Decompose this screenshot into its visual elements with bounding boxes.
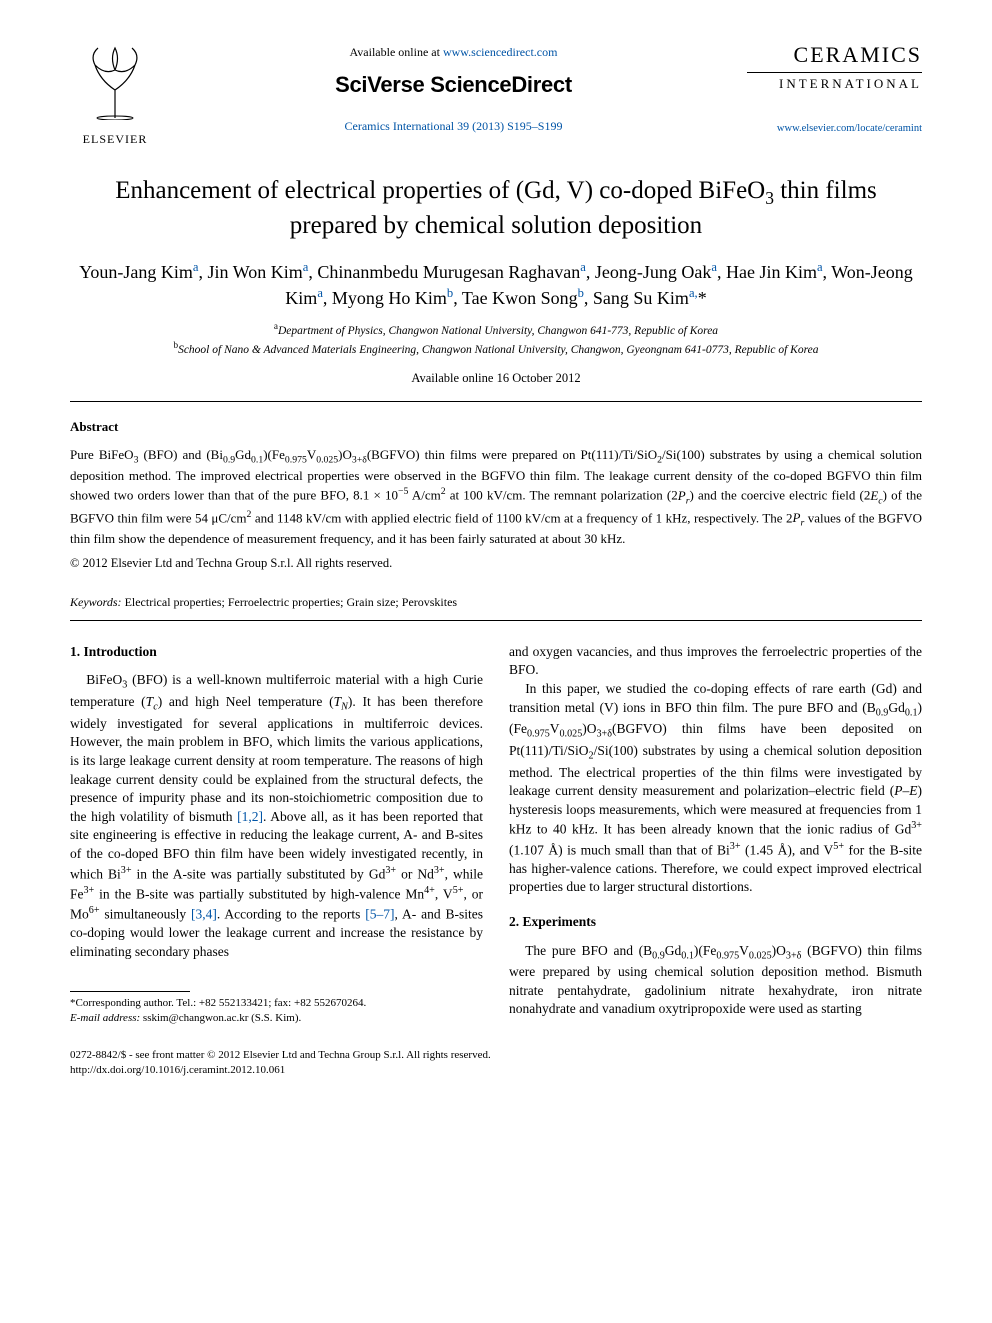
issn-line: 0272-8842/$ - see front matter © 2012 El… [70,1048,922,1063]
affiliation-a-text: Department of Physics, Changwon National… [278,325,718,337]
journal-subtitle: INTERNATIONAL [747,72,922,93]
abstract-copyright: © 2012 Elsevier Ltd and Techna Group S.r… [70,555,922,572]
journal-homepage-link[interactable]: www.elsevier.com/locate/ceramint [747,122,922,136]
author-list: Youn-Jang Kima, Jin Won Kima, Chinanmbed… [70,259,922,310]
corresponding-author-footnote: *Corresponding author. Tel.: +82 5521334… [70,996,483,1026]
header: ELSEVIER Available online at www.science… [70,40,922,147]
journal-title: CERAMICS [747,40,922,70]
keywords-label: Keywords: [70,595,122,609]
section-2-heading: 2. Experiments [509,913,922,932]
section-2-para-1: The pure BFO and (B0.9Gd0.1)(Fe0.975V0.0… [509,942,922,1020]
footnote-corr: *Corresponding author. Tel.: +82 5521334… [70,996,483,1011]
publisher-name: ELSEVIER [70,131,160,147]
header-center: Available online at www.sciencedirect.co… [160,40,747,134]
affiliation-a: aDepartment of Physics, Changwon Nationa… [70,320,922,339]
keywords-line: Keywords: Electrical properties; Ferroel… [70,594,922,610]
article-title: Enhancement of electrical properties of … [70,175,922,241]
rule-top [70,401,922,402]
available-online-line: Available online at www.sciencedirect.co… [160,44,747,60]
keywords-text: Electrical properties; Ferroelectric pro… [122,595,458,609]
footnote-separator [70,991,190,992]
section-1-para-1: BiFeO3 (BFO) is a well-known multiferroi… [70,671,483,961]
abstract-heading: Abstract [70,418,922,436]
body-columns: 1. Introduction BiFeO3 (BFO) is a well-k… [70,643,922,1026]
elsevier-tree-icon [80,40,150,120]
section-1-heading: 1. Introduction [70,643,483,662]
abstract-body: Pure BiFeO3 (BFO) and (Bi0.9Gd0.1)(Fe0.9… [70,446,922,549]
section-1-para-3: In this paper, we studied the co-doping … [509,680,922,897]
abstract: Abstract Pure BiFeO3 (BFO) and (Bi0.9Gd0… [70,406,922,581]
footnote-email-line: E-mail address: sskim@changwon.ac.kr (S.… [70,1011,483,1026]
section-1-para-2: and oxygen vacancies, and thus improves … [509,643,922,680]
affiliation-b: bSchool of Nano & Advanced Materials Eng… [70,339,922,358]
publication-date: Available online 16 October 2012 [70,370,922,387]
footnote-email-label: E-mail address: [70,1012,140,1024]
journal-logo-block: CERAMICS INTERNATIONAL www.elsevier.com/… [747,40,922,136]
affiliation-b-text: School of Nano & Advanced Materials Engi… [178,344,818,356]
available-prefix: Available online at [350,45,443,59]
rule-bottom [70,620,922,621]
sciencedirect-link[interactable]: www.sciencedirect.com [443,45,558,59]
footnote-email: sskim@changwon.ac.kr (S.S. Kim). [140,1012,301,1024]
citation-line[interactable]: Ceramics International 39 (2013) S195–S1… [160,118,747,134]
platform-brand: SciVerse ScienceDirect [160,70,747,100]
doi-line[interactable]: http://dx.doi.org/10.1016/j.ceramint.201… [70,1063,922,1078]
publisher-logo-block: ELSEVIER [70,40,160,147]
